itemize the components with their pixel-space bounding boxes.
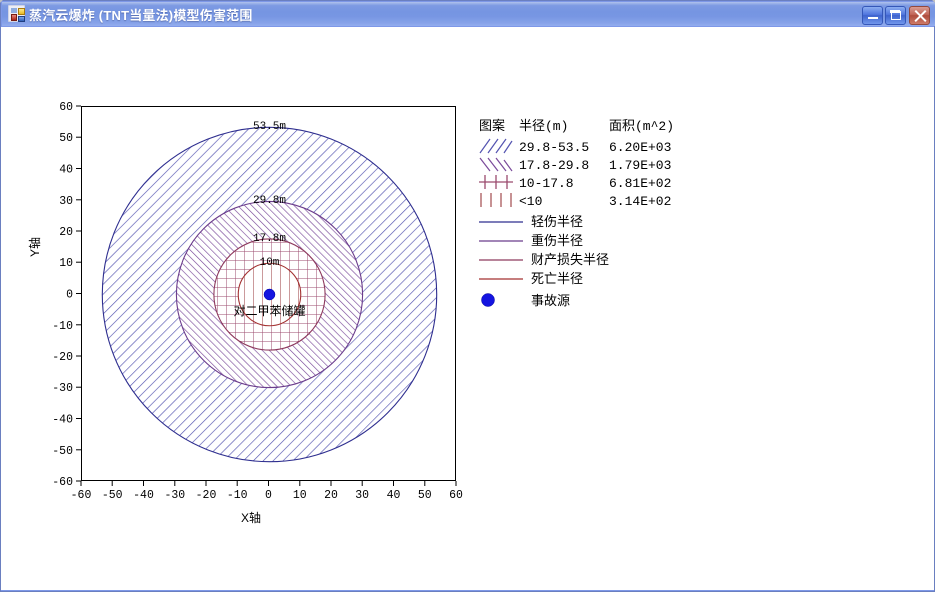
svg-text:-10: -10 — [227, 489, 248, 502]
svg-text:50: 50 — [59, 132, 73, 145]
svg-text:1.79E+03: 1.79E+03 — [609, 158, 671, 173]
svg-text:50: 50 — [418, 489, 432, 502]
svg-text:29.8-53.5: 29.8-53.5 — [519, 140, 589, 155]
svg-text:60: 60 — [449, 489, 463, 502]
svg-text:6.81E+02: 6.81E+02 — [609, 176, 671, 191]
svg-text:重伤半径: 重伤半径 — [531, 233, 583, 249]
svg-text:0: 0 — [66, 289, 73, 302]
svg-text:3.14E+02: 3.14E+02 — [609, 194, 671, 209]
svg-text:10m: 10m — [260, 257, 280, 269]
svg-text:图案: 图案 — [479, 119, 505, 134]
svg-text:-20: -20 — [52, 351, 73, 364]
svg-text:-10: -10 — [52, 320, 73, 333]
svg-text:6.20E+03: 6.20E+03 — [609, 140, 671, 155]
svg-text:-60: -60 — [52, 476, 73, 489]
svg-text:-20: -20 — [196, 489, 217, 502]
svg-text:事故源: 事故源 — [531, 294, 570, 309]
svg-text:10: 10 — [59, 257, 73, 270]
svg-text:-60: -60 — [71, 489, 92, 502]
svg-text:-50: -50 — [102, 489, 123, 502]
svg-text:17.8-29.8: 17.8-29.8 — [519, 158, 589, 173]
svg-text:面积(m^2): 面积(m^2) — [609, 119, 674, 134]
svg-text:10-17.8: 10-17.8 — [519, 176, 574, 191]
svg-text:20: 20 — [324, 489, 338, 502]
svg-text:轻伤半径: 轻伤半径 — [531, 215, 583, 230]
svg-text:10: 10 — [293, 489, 307, 502]
svg-text:0: 0 — [265, 489, 272, 502]
svg-text:53.5m: 53.5m — [253, 121, 286, 133]
svg-text:-40: -40 — [52, 414, 73, 427]
svg-text:<10: <10 — [519, 194, 542, 209]
svg-text:30: 30 — [59, 195, 73, 208]
svg-text:半径(m): 半径(m) — [519, 119, 568, 134]
svg-text:40: 40 — [59, 164, 73, 177]
svg-text:17.8m: 17.8m — [253, 233, 286, 245]
svg-text:-40: -40 — [133, 489, 154, 502]
svg-text:60: 60 — [59, 101, 73, 114]
svg-text:-30: -30 — [164, 489, 185, 502]
svg-text:29.8m: 29.8m — [253, 195, 286, 207]
svg-text:-30: -30 — [52, 382, 73, 395]
svg-text:财产损失半径: 财产损失半径 — [531, 253, 609, 268]
svg-text:20: 20 — [59, 226, 73, 239]
svg-text:对二甲苯储罐: 对二甲苯储罐 — [233, 303, 305, 319]
svg-text:死亡半径: 死亡半径 — [531, 272, 583, 287]
svg-text:30: 30 — [355, 489, 369, 502]
svg-text:-50: -50 — [52, 445, 73, 458]
svg-text:40: 40 — [387, 489, 401, 502]
